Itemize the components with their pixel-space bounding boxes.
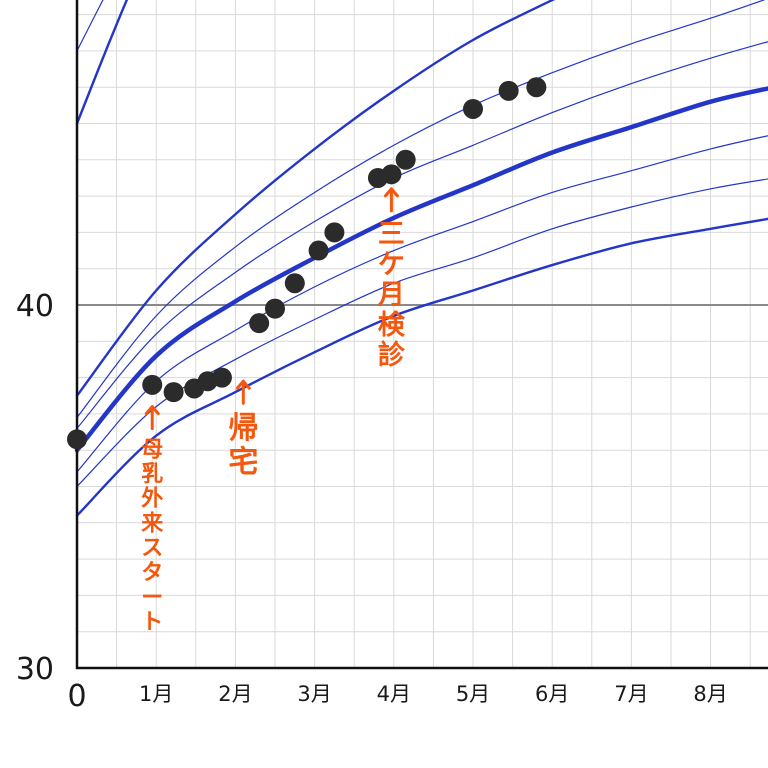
data-point-14 xyxy=(395,149,416,170)
data-point-8 xyxy=(265,298,285,319)
data-point-3 xyxy=(163,382,184,403)
x-tick-label-0: 0 xyxy=(67,679,86,714)
data-point-16 xyxy=(498,80,519,101)
x-tick-label-7: 7月 xyxy=(614,682,648,706)
data-point-1 xyxy=(67,429,87,450)
axes xyxy=(75,0,768,670)
data-point-13 xyxy=(381,164,402,185)
annotation-arrow-1 xyxy=(144,405,160,431)
reference-curve-3 xyxy=(75,217,768,517)
y-tick-label-40: 40 xyxy=(16,289,54,324)
reference-curve-6 xyxy=(76,135,768,473)
reference-curve-5 xyxy=(76,41,768,430)
reference-curve-7 xyxy=(76,178,768,488)
reference-curve-2 xyxy=(75,0,556,397)
reference-curves xyxy=(74,0,768,517)
reference-curve-8 xyxy=(75,0,129,125)
annotation-2: 帰宅 xyxy=(228,379,258,480)
x-tick-label-5: 5月 xyxy=(456,682,490,706)
x-tick-label-6: 6月 xyxy=(535,682,569,706)
x-tick-label-2: 2月 xyxy=(218,682,252,706)
reference-curve-4 xyxy=(76,0,766,419)
data-point-10 xyxy=(308,240,329,261)
data-point-2 xyxy=(142,374,163,395)
tick-labels: 30 40 0 1月 2月 3月 4月 5月 6月 7月 8月 xyxy=(16,289,728,714)
data-points xyxy=(67,77,547,450)
data-point-11 xyxy=(324,222,345,243)
data-point-17 xyxy=(526,77,547,98)
annotation-1: 母乳外来スタート xyxy=(140,405,164,635)
annotation-text-2: 帰宅 xyxy=(228,411,258,480)
reference-curve-1 xyxy=(74,86,768,453)
reference-curve-9 xyxy=(76,0,104,52)
annotation-3: 三ケ月検診 xyxy=(377,187,406,371)
annotation-arrow-2 xyxy=(235,379,251,405)
annotations: 母乳外来スタート 帰宅 三ケ月検診 xyxy=(140,187,406,635)
grid xyxy=(77,0,768,668)
annotation-text-3: 三ケ月検診 xyxy=(377,219,406,371)
data-point-6 xyxy=(211,367,232,388)
x-tick-label-8: 8月 xyxy=(693,682,727,706)
x-tick-label-4: 4月 xyxy=(377,682,411,706)
annotation-text-1: 母乳外来スタート xyxy=(140,437,164,634)
x-tick-label-1: 1月 xyxy=(139,682,173,706)
data-point-9 xyxy=(284,273,305,294)
annotation-arrow-3 xyxy=(383,187,399,213)
x-tick-label-3: 3月 xyxy=(297,682,331,706)
data-point-7 xyxy=(249,313,270,334)
y-tick-label-30: 30 xyxy=(16,652,54,687)
data-point-15 xyxy=(463,98,483,119)
